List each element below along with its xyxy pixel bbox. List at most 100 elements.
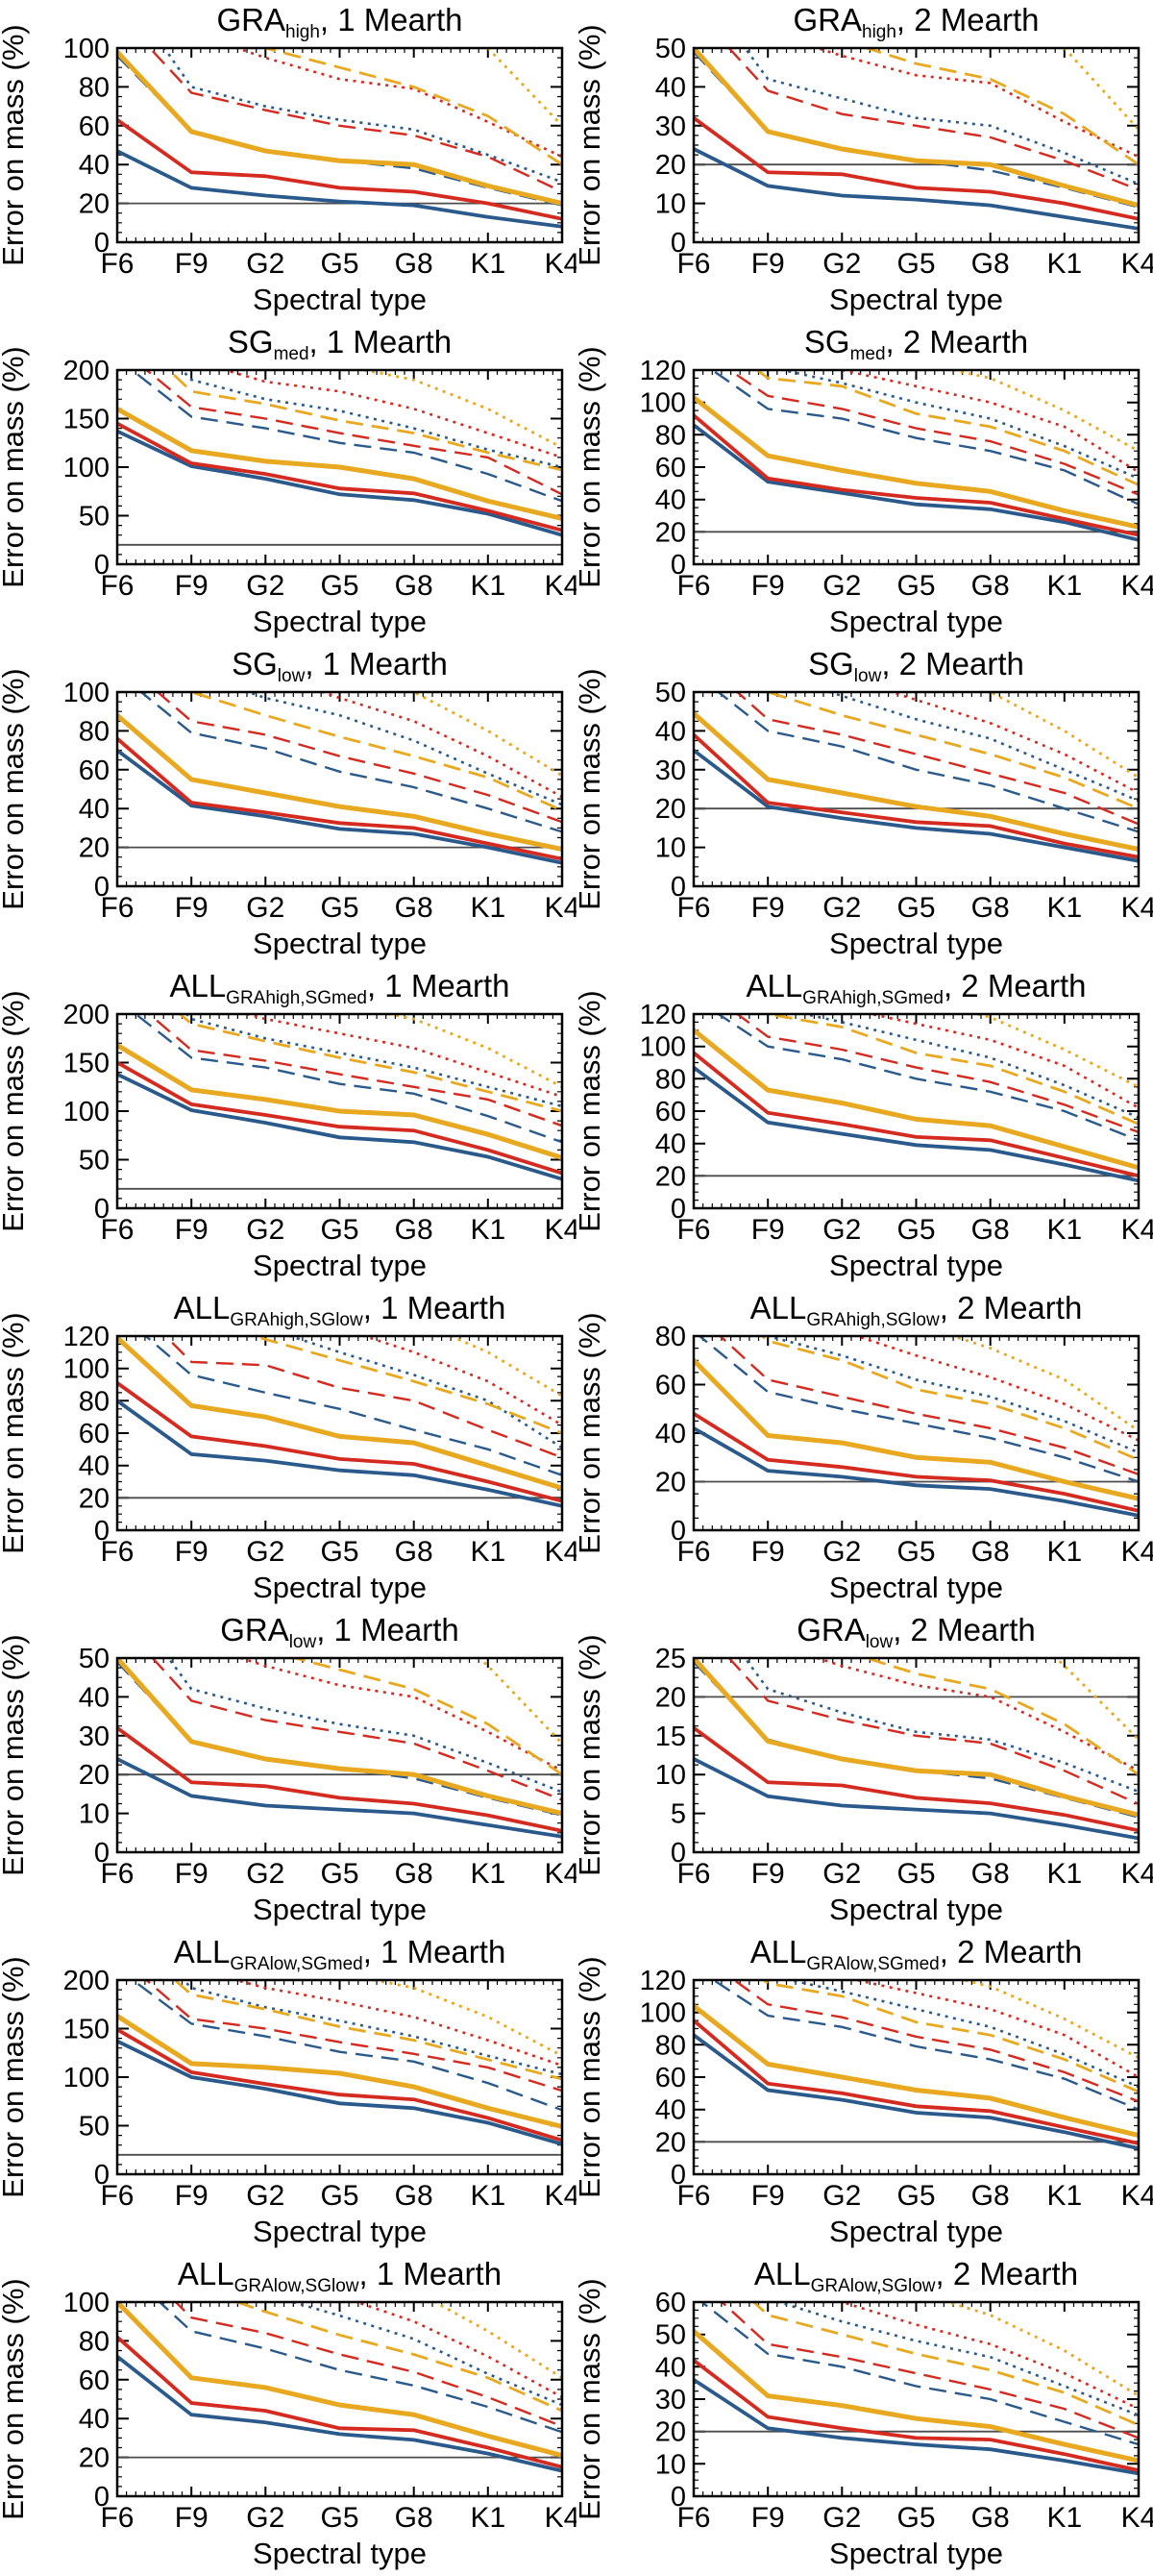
- series-red-solid: [117, 1381, 562, 1503]
- minor-ticks: [116, 1979, 563, 2175]
- y-tick-label: 40: [655, 2095, 686, 2126]
- y-tick-label: 25: [655, 1644, 686, 1674]
- x-tick-label: F9: [751, 2180, 785, 2212]
- x-tick-label: K4: [545, 1536, 576, 1568]
- series-blue-solid: [694, 749, 1139, 863]
- x-tick-label: G5: [320, 1536, 358, 1568]
- series-group: [117, 692, 562, 865]
- series-red-long-dash: [718, 1336, 1139, 1476]
- x-tick-label: K4: [1121, 1858, 1153, 1890]
- series-red-long-dash: [144, 1980, 562, 2093]
- x-tick-label: F6: [100, 248, 134, 280]
- plot-box: [115, 1012, 564, 1210]
- x-tick-label: K4: [1121, 2180, 1153, 2212]
- series-blue-long-dash: [699, 2302, 1139, 2446]
- series-red-dotted: [865, 1014, 1139, 1109]
- x-tick-label: G2: [822, 2180, 861, 2212]
- x-tick-label: G8: [971, 570, 1010, 602]
- y-tick-label: 10: [655, 1760, 686, 1791]
- series-blue-solid: [117, 1399, 562, 1508]
- y-tick-label: 60: [655, 1097, 686, 1127]
- series-red-long-dash: [735, 692, 1139, 826]
- y-tick-label: 20: [655, 2127, 686, 2158]
- plot-box: [115, 2300, 564, 2498]
- x-tick-label: G5: [896, 2180, 935, 2212]
- y-tick-label: 200: [63, 1966, 110, 1996]
- x-tick-label: G8: [395, 2502, 433, 2534]
- y-axis-title: Error on mass (%): [0, 990, 30, 1231]
- series-blue-dotted: [162, 48, 562, 184]
- y-axis-title: Error on mass (%): [0, 1312, 30, 1553]
- x-tick-label: K4: [545, 1858, 576, 1890]
- minor-ticks: [116, 47, 563, 243]
- x-tick-label: F6: [676, 1858, 710, 1890]
- y-axis-title: Error on mass (%): [576, 1956, 606, 2197]
- panel-ALL-GRAlow-SGlow-1Mearth: 0 20 40 60 80 100 F6 F9 G2 G5 G8 K1 K4 ALLGRAlow,SGlo…: [0, 2254, 576, 2576]
- x-axis-title: Spectral type: [829, 1571, 1003, 1604]
- x-tick-label: G5: [896, 570, 935, 602]
- series-red-long-dash: [151, 1658, 562, 1801]
- x-tick-label: F6: [676, 1536, 710, 1568]
- panel-ALL-GRAhigh-SGmed-2Mearth: 0 20 40 60 80 100 120 F6 F9 G2 G5 G8 K1 K4 ALLGRAhigh,…: [576, 966, 1153, 1288]
- x-tick-label: K1: [1046, 2502, 1082, 2534]
- chart-title: GRAhigh, 2 Mearth: [793, 2, 1039, 42]
- series-blue-long-dash: [711, 1980, 1139, 2111]
- y-tick-label: 0: [671, 2482, 686, 2513]
- series-red-solid: [694, 2019, 1139, 2145]
- series-red-solid: [117, 1726, 562, 1833]
- y-tick-label: 20: [655, 2417, 686, 2448]
- series-blue-long-dash: [134, 1014, 562, 1144]
- x-axis-title: Spectral type: [253, 2215, 427, 2248]
- x-tick-label: G8: [395, 1214, 433, 1246]
- series-group: [694, 48, 1139, 231]
- panel-ALL-GRAhigh-SGlow-2Mearth: 0 20 40 60 80 F6 F9 G2 G5 G8 K1 K4 ALLGRAhigh,SGlow,…: [576, 1288, 1153, 1610]
- x-tick-label: F6: [100, 570, 134, 602]
- y-tick-label: 40: [79, 794, 110, 825]
- series-red-long-dash: [174, 2302, 562, 2428]
- y-tick-label: 60: [79, 1419, 110, 1449]
- y-tick-label: 50: [655, 34, 686, 64]
- x-tick-label: G8: [971, 2502, 1010, 2534]
- y-tick-label: 10: [79, 1799, 110, 1830]
- series-blue-solid: [694, 1757, 1139, 1841]
- series-blue-dotted: [798, 1014, 1139, 1119]
- y-tick-label: 60: [655, 1371, 686, 1401]
- series-red-long-dash: [147, 1014, 562, 1127]
- series-orange-long-dash: [166, 370, 562, 472]
- series-orange-solid: [117, 1658, 562, 1817]
- x-tick-label: K4: [1121, 1536, 1153, 1568]
- y-tick-label: 30: [79, 1721, 110, 1752]
- y-tick-label: 0: [94, 872, 110, 903]
- series-blue-dotted: [182, 1980, 562, 2076]
- y-tick-label: 100: [63, 453, 110, 483]
- x-tick-label: K4: [1121, 892, 1153, 924]
- series-blue-long-dash: [716, 692, 1139, 833]
- x-tick-label: F6: [100, 1214, 134, 1246]
- series-orange-solid: [694, 2329, 1139, 2464]
- x-axis-title: Spectral type: [253, 1249, 427, 1282]
- x-tick-label: F6: [676, 2502, 710, 2534]
- y-tick-label: 20: [79, 1483, 110, 1514]
- series-orange-long-dash: [754, 370, 1139, 486]
- y-axis-title: Error on mass (%): [0, 2278, 30, 2519]
- x-tick-label: G5: [320, 2180, 358, 2212]
- series-blue-solid: [694, 1426, 1139, 1518]
- y-tick-label: 20: [79, 2443, 110, 2474]
- y-tick-label: 120: [640, 1966, 686, 1996]
- series-blue-solid: [694, 2378, 1139, 2476]
- x-tick-label: G8: [395, 570, 433, 602]
- y-tick-label: 0: [94, 1194, 110, 1225]
- y-tick-label: 0: [94, 2160, 110, 2191]
- major-ticks: [116, 1979, 563, 2175]
- x-tick-label: G5: [320, 248, 358, 280]
- x-tick-label: K1: [1046, 1536, 1082, 1568]
- y-axis-title: Error on mass (%): [576, 2278, 606, 2519]
- plot-box: [692, 1656, 1141, 1854]
- x-axis-title: Spectral type: [253, 283, 427, 316]
- panel-SGlow-2Mearth: 0 10 20 30 40 50 F6 F9 G2 G5 G8 K1 K4 SGlow, 2 Mearth…: [576, 644, 1153, 966]
- panel-SGmed-2Mearth: 0 20 40 60 80 100 120 F6 F9 G2 G5 G8 K1 K4 SGmed, 2 Me…: [576, 322, 1153, 644]
- series-red-long-dash: [732, 1980, 1139, 2103]
- series-group: [694, 1014, 1139, 1183]
- chart-title: GRAhigh, 1 Mearth: [216, 2, 462, 42]
